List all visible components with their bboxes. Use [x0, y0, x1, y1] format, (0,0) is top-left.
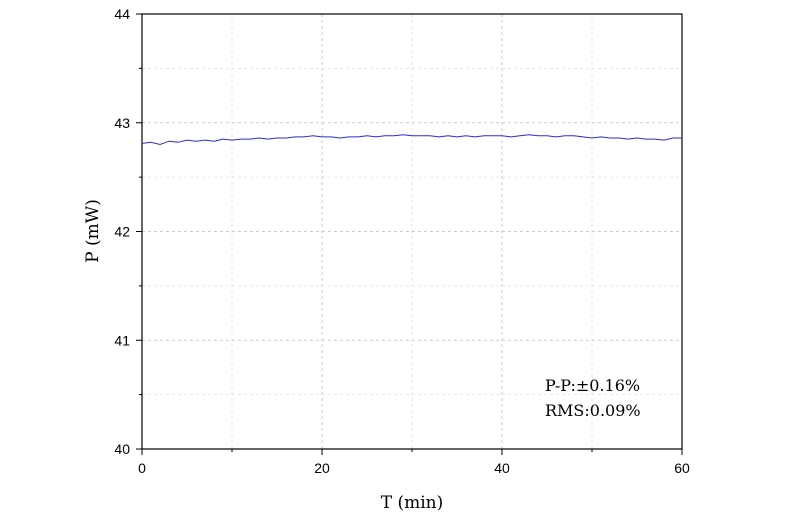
- y-tick-label: 41: [114, 332, 130, 348]
- x-tick-label: 60: [674, 460, 690, 476]
- x-tick-label: 40: [494, 460, 510, 476]
- y-tick-label: 44: [114, 6, 130, 22]
- annotation-pp: P-P:±0.16%: [545, 376, 640, 395]
- minor-ticks: [139, 67, 593, 452]
- series-line: [141, 134, 682, 146]
- annotation-rms: RMS:0.09%: [545, 401, 641, 420]
- y-tick-label: 43: [114, 115, 130, 131]
- y-tick-label: 40: [114, 441, 130, 457]
- x-axis-ticks: 0 20 40 60: [138, 449, 690, 476]
- x-tick-label: 20: [314, 460, 330, 476]
- y-axis-ticks: 40 41 42 43 44: [114, 6, 142, 457]
- grid-lines: [142, 14, 682, 449]
- y-axis-label: P (mW): [83, 199, 103, 263]
- x-tick-label: 0: [138, 460, 146, 476]
- x-axis-label: T (min): [381, 493, 444, 513]
- y-tick-label: 42: [114, 224, 130, 240]
